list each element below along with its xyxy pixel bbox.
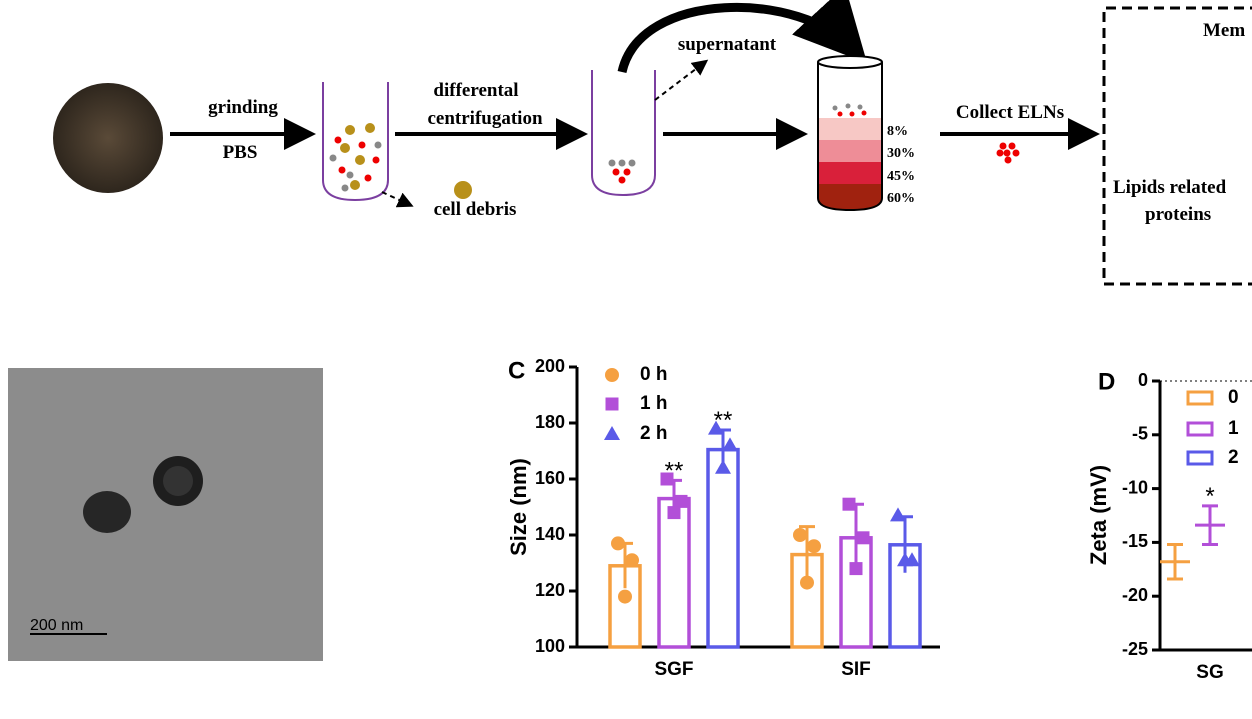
bar [706, 447, 740, 649]
point [660, 472, 674, 486]
label: 45% [887, 169, 915, 184]
label: 30% [887, 146, 915, 161]
legend-label: 0 [1228, 387, 1239, 408]
significance: ** [665, 457, 684, 484]
y-tick-label: 160 [535, 468, 565, 488]
point [807, 539, 821, 554]
label: 60% [887, 191, 915, 206]
point [667, 506, 681, 520]
arrow [654, 59, 709, 101]
legend-swatch [1186, 390, 1214, 406]
error-bar [1202, 504, 1218, 547]
significance: ** [714, 407, 733, 434]
error-bar [1167, 543, 1183, 581]
scale-label: 200 nm [30, 617, 83, 634]
tube [591, 70, 656, 197]
arrow [617, 0, 868, 74]
label: PBS [223, 142, 258, 163]
y-tick-label: -5 [1132, 424, 1148, 444]
label: differental [433, 80, 518, 101]
y-tick-label: -15 [1122, 531, 1148, 551]
y-tick-label: 180 [535, 412, 565, 432]
legend-label: 1 [1228, 418, 1239, 439]
point [611, 536, 625, 551]
diagram: grinding PBS differental centrifugation … [53, 0, 1252, 286]
y-tick-label: 100 [535, 636, 565, 656]
point [897, 552, 913, 567]
legend-label: 2 [1228, 447, 1239, 468]
point [715, 459, 731, 474]
bar [657, 496, 691, 649]
legend-label: 0 h [640, 364, 667, 385]
x-tick-label: SGF [654, 659, 693, 680]
x-tick-label: SG [1196, 662, 1223, 683]
legend-label: 2 h [640, 423, 667, 444]
pellet [608, 159, 636, 184]
point [604, 426, 620, 440]
tem-image: 200 nm [8, 368, 323, 661]
point [800, 575, 814, 590]
point [722, 437, 738, 452]
point [674, 494, 688, 508]
point [856, 531, 870, 545]
debris [454, 181, 472, 199]
legend-label: 1 h [640, 393, 667, 414]
panel-label: C [508, 357, 525, 384]
tube [322, 82, 389, 202]
y-tick-label: 120 [535, 580, 565, 600]
label: cell debris [434, 199, 517, 220]
point [793, 528, 807, 542]
point [708, 420, 724, 435]
label: Lipids related [1113, 177, 1227, 198]
point [842, 497, 856, 511]
elns [996, 142, 1020, 164]
y-tick-label: 200 [535, 356, 565, 376]
x-tick-label: SIF [841, 659, 871, 680]
point [605, 368, 619, 382]
label: grinding [208, 97, 278, 118]
label: supernatant [678, 34, 777, 55]
gradient-tube [817, 55, 883, 212]
dashed-box [1102, 6, 1252, 286]
legend-swatch [1186, 421, 1214, 437]
point [625, 553, 639, 568]
y-tick-label: 140 [535, 524, 565, 544]
legend-swatch [1186, 450, 1214, 466]
label: centrifugation [427, 108, 542, 129]
label: 8% [887, 124, 908, 139]
point [618, 589, 632, 604]
significance: * [1205, 483, 1214, 510]
y-axis-title: Size (nm) [506, 458, 531, 556]
y-tick-label: -10 [1122, 477, 1148, 497]
y-axis-title: Zeta (mV) [1086, 465, 1111, 565]
point [605, 397, 619, 411]
seed-image [53, 83, 163, 193]
label: proteins [1145, 204, 1211, 225]
y-tick-label: -20 [1122, 585, 1148, 605]
arrow [381, 191, 414, 208]
y-tick-label: -25 [1122, 639, 1148, 659]
y-tick-label: 0 [1138, 370, 1148, 390]
label: Mem [1203, 20, 1245, 41]
point [890, 507, 906, 522]
error-bar [799, 525, 815, 583]
panel-label: D [1098, 368, 1115, 395]
particles [329, 123, 382, 192]
label: Collect ELNs [956, 102, 1064, 123]
point [849, 562, 863, 576]
